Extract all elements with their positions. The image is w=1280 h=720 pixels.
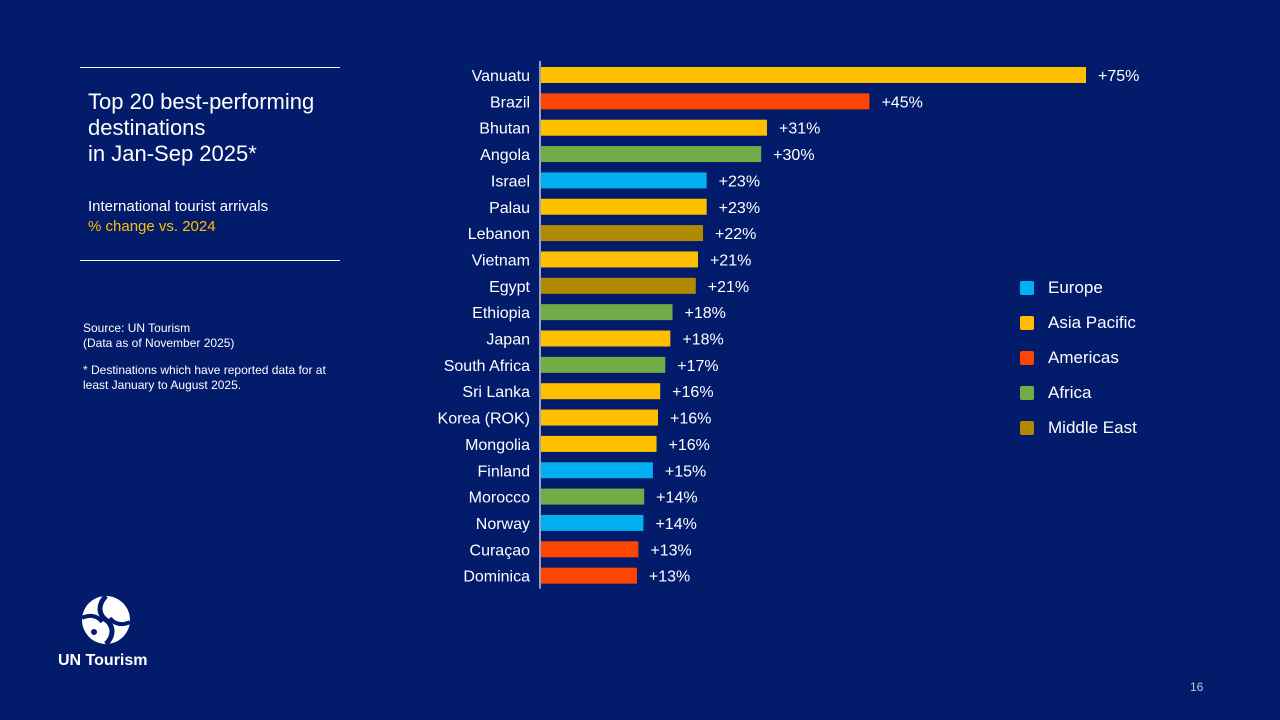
category-label-vanuatu: Vanuatu xyxy=(472,68,530,85)
bar-japan xyxy=(541,330,671,347)
bar-norway xyxy=(541,514,644,531)
category-label-bhutan: Bhutan xyxy=(479,121,530,138)
category-label-japan: Japan xyxy=(486,332,530,349)
data-label-palau: +23% xyxy=(719,200,760,217)
category-label-israel: Israel xyxy=(491,173,530,190)
legend-item-asia-pacific: Asia Pacific xyxy=(1020,305,1137,340)
title-line-3: in Jan-Sep 2025* xyxy=(88,141,257,166)
data-label-israel: +23% xyxy=(719,173,760,190)
category-label-egypt: Egypt xyxy=(489,279,530,296)
bar-angola xyxy=(541,146,762,163)
bar-vanuatu xyxy=(541,67,1086,83)
data-label-bhutan: +31% xyxy=(779,121,820,138)
page-number: 16 xyxy=(1190,680,1204,694)
data-label-south-africa: +17% xyxy=(677,358,718,375)
un-tourism-logo-icon xyxy=(81,594,131,646)
category-label-korea-rok: Korea (ROK) xyxy=(438,411,530,428)
category-label-finland: Finland xyxy=(478,463,530,480)
legend-label-americas: Americas xyxy=(1048,347,1119,367)
data-label-japan: +18% xyxy=(682,332,723,349)
source-line: Source: UN Tourism xyxy=(83,321,191,335)
data-label-vietnam: +21% xyxy=(710,252,751,269)
bar-dominica xyxy=(541,567,637,584)
title-line-1: Top 20 best-performing xyxy=(88,89,315,114)
legend-swatch-middle-east xyxy=(1020,420,1034,435)
bar-bhutan xyxy=(541,119,767,136)
category-label-sri-lanka: Sri Lanka xyxy=(462,384,530,401)
slide-title: Top 20 best-performing destinations in J… xyxy=(88,89,348,167)
bar-morocco xyxy=(541,488,645,505)
category-label-ethiopia: Ethiopia xyxy=(472,305,530,322)
logo-text: UN Tourism xyxy=(58,652,148,669)
legend-label-asia-pacific: Asia Pacific xyxy=(1048,312,1136,332)
bar-south-africa xyxy=(541,356,666,373)
bar-mongolia xyxy=(541,435,657,452)
data-label-dominica: +13% xyxy=(649,569,690,586)
legend-swatch-asia-pacific xyxy=(1020,315,1034,330)
data-label-mongolia: +16% xyxy=(669,437,710,454)
data-label-finland: +15% xyxy=(665,463,706,480)
legend-label-africa: Africa xyxy=(1048,382,1092,402)
bar-lebanon xyxy=(541,225,704,242)
category-label-lebanon: Lebanon xyxy=(468,226,530,243)
legend-item-africa: Africa xyxy=(1020,375,1137,410)
bar-curacao xyxy=(541,541,639,558)
data-label-korea-rok: +16% xyxy=(670,411,711,428)
bar-palau xyxy=(541,198,707,215)
subtitle-accent: % change vs. 2024 xyxy=(88,218,216,235)
bar-israel xyxy=(541,172,707,189)
data-label-brazil: +45% xyxy=(881,94,922,111)
legend-swatch-americas xyxy=(1020,350,1034,365)
bar-ethiopia xyxy=(541,304,673,321)
bar-sri-lanka xyxy=(541,383,661,400)
source-date: (Data as of November 2025) xyxy=(83,336,235,350)
bar-brazil xyxy=(541,93,870,110)
category-label-morocco: Morocco xyxy=(469,490,530,507)
category-label-norway: Norway xyxy=(476,516,530,533)
title-line-2: destinations xyxy=(88,115,206,140)
bar-korea-rok xyxy=(541,409,658,426)
source-block: Source: UN Tourism (Data as of November … xyxy=(83,321,353,351)
category-label-south-africa: South Africa xyxy=(444,358,530,375)
legend-label-middle-east: Middle East xyxy=(1048,417,1137,437)
data-label-sri-lanka: +16% xyxy=(672,384,713,401)
category-label-palau: Palau xyxy=(489,200,530,217)
data-label-vanuatu: +75% xyxy=(1098,68,1139,85)
data-label-lebanon: +22% xyxy=(715,226,756,243)
legend: Europe Asia Pacific Americas Africa Midd… xyxy=(1020,270,1137,445)
data-label-morocco: +14% xyxy=(656,490,697,507)
category-label-angola: Angola xyxy=(480,147,530,164)
data-label-egypt: +21% xyxy=(708,279,749,296)
legend-item-europe: Europe xyxy=(1020,270,1137,305)
data-label-norway: +14% xyxy=(655,516,696,533)
category-label-brazil: Brazil xyxy=(490,94,530,111)
data-label-angola: +30% xyxy=(773,147,814,164)
footnote: * Destinations which have reported data … xyxy=(83,363,326,392)
subtitle: International tourist arrivals xyxy=(88,198,269,215)
bottom-divider xyxy=(80,260,340,261)
legend-swatch-africa xyxy=(1020,385,1034,400)
bar-vietnam xyxy=(541,251,698,268)
top-divider xyxy=(80,67,340,68)
legend-label-europe: Europe xyxy=(1048,277,1103,297)
legend-item-americas: Americas xyxy=(1020,340,1137,375)
subtitle-block: International tourist arrivals % change … xyxy=(88,197,268,237)
bar-egypt xyxy=(541,277,696,294)
bar-finland xyxy=(541,462,653,479)
category-label-curacao: Curaçao xyxy=(470,542,531,559)
category-label-dominica: Dominica xyxy=(463,569,530,586)
data-label-curacao: +13% xyxy=(650,542,691,559)
legend-swatch-europe xyxy=(1020,280,1034,295)
category-label-vietnam: Vietnam xyxy=(472,252,530,269)
category-label-mongolia: Mongolia xyxy=(465,437,530,454)
legend-item-middle-east: Middle East xyxy=(1020,410,1137,445)
data-label-ethiopia: +18% xyxy=(685,305,726,322)
